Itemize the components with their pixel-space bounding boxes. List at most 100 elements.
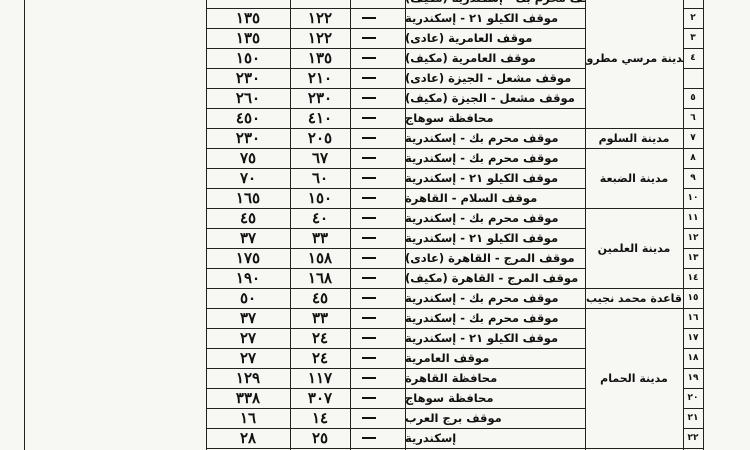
fare-cell: ١٥٠ — [235, 49, 261, 67]
fare-cell: ١٢٩ — [235, 369, 261, 387]
row-number: ٥ — [690, 93, 696, 103]
row-line — [683, 268, 703, 269]
fare-cell: ٣٣ — [311, 229, 329, 247]
row-line — [206, 88, 585, 89]
row-line — [206, 108, 585, 109]
group-line — [585, 288, 683, 289]
row-number: ٨ — [690, 153, 696, 163]
fare-cell: ١١٧ — [307, 369, 333, 387]
dash — [362, 57, 376, 59]
row-line — [683, 168, 703, 169]
fare-cell: ٢٣٠ — [235, 129, 261, 147]
group-line — [585, 148, 683, 149]
row-line — [683, 388, 703, 389]
row-line — [683, 88, 703, 89]
column-line — [24, 0, 25, 450]
fare-cell: ٢٣٠ — [235, 69, 261, 87]
row-line — [206, 428, 585, 429]
station-cell: موقف العامرية — [405, 351, 490, 365]
row-line — [206, 388, 585, 389]
row-line — [206, 8, 585, 9]
dash — [362, 17, 376, 19]
row-line — [206, 348, 585, 349]
station-cell: موقف محرم بك - إسكندرية (مكيف) — [405, 0, 585, 8]
fare-cell: ٢٧ — [239, 329, 257, 347]
dash — [362, 357, 376, 359]
station-cell: موقف المرج - القاهرة (مكيف) — [405, 271, 579, 285]
dash — [362, 237, 376, 239]
city-cell: قاعدة محمد نجيب — [586, 291, 683, 305]
fare-cell: ٣٣٨ — [235, 389, 261, 407]
station-cell: موقف محرم بك - إسكندرية — [405, 151, 559, 165]
row-number: ٢١ — [687, 413, 699, 423]
row-number: ١٧ — [687, 333, 699, 343]
row-line — [683, 228, 703, 229]
dash — [362, 317, 376, 319]
city-cell: مدينة الحمام — [600, 371, 668, 385]
station-cell: موقف الكيلو ٢١ - إسكندرية — [405, 11, 559, 25]
fare-cell: ٦٧ — [311, 149, 329, 167]
row-number: ١٦ — [687, 313, 699, 323]
fare-cell: ١٦ — [239, 409, 257, 427]
fare-cell: ٧٠ — [239, 169, 257, 187]
row-number: ١٩ — [687, 373, 699, 383]
row-number: ١١ — [687, 213, 699, 223]
row-line — [683, 108, 703, 109]
fare-cell: ٣٣ — [311, 309, 329, 327]
row-number: ١٢ — [687, 233, 699, 243]
row-line — [206, 28, 585, 29]
station-cell: موقف السلام - القاهرة — [405, 191, 538, 205]
row-line — [206, 148, 585, 149]
row-number: ١٥ — [687, 293, 699, 303]
fare-cell: ٤١٠ — [307, 109, 333, 127]
fare-cell: ١٢٢ — [307, 29, 333, 47]
fare-cell: ١٦٨ — [307, 269, 333, 287]
fare-cell: ٢٤ — [311, 329, 329, 347]
fare-cell: ١٦٥ — [235, 189, 261, 207]
row-line — [206, 188, 585, 189]
group-line — [585, 208, 683, 209]
row-line — [683, 288, 703, 289]
fare-cell: ٥٠ — [239, 289, 257, 307]
row-line — [683, 188, 703, 189]
dash — [362, 37, 376, 39]
station-cell: موقف الكيلو ٢١ - إسكندرية — [405, 331, 559, 345]
row-line — [683, 208, 703, 209]
fare-cell: ١٢٢ — [307, 9, 333, 27]
fare-cell: ٢١٠ — [307, 69, 333, 87]
row-number: ٩ — [690, 173, 696, 183]
row-line — [683, 348, 703, 349]
fare-cell: ١٣٥ — [307, 49, 333, 67]
fare-cell: ٦٠ — [311, 169, 329, 187]
fare-cell: ٣٧ — [239, 229, 257, 247]
row-line — [683, 448, 703, 449]
row-line — [206, 408, 585, 409]
fare-cell: ١٤ — [311, 409, 329, 427]
row-number: ١٨ — [687, 353, 699, 363]
row-line — [206, 308, 585, 309]
dash — [362, 197, 376, 199]
dash — [362, 177, 376, 179]
dash — [362, 137, 376, 139]
fare-cell: ١٣٥ — [235, 9, 261, 27]
group-line — [585, 448, 683, 449]
dash — [362, 117, 376, 119]
city-cell: مدينة العلمين — [597, 241, 671, 255]
fare-cell: ١٩٠ — [235, 269, 261, 287]
station-cell: إسكندرية — [405, 431, 457, 445]
column-line — [290, 0, 291, 450]
station-cell: محافظة سوهاج — [405, 111, 494, 125]
row-line — [206, 168, 585, 169]
row-number: ٤ — [690, 53, 696, 63]
row-line — [206, 248, 585, 249]
fare-cell: ١٥٨ — [307, 249, 333, 267]
row-line — [683, 428, 703, 429]
row-line — [683, 8, 703, 9]
fare-cell: ١٧٥ — [235, 249, 261, 267]
fare-cell: ١٣٥ — [235, 29, 261, 47]
city-cell: مدينة السلوم — [598, 131, 670, 145]
row-line — [206, 288, 585, 289]
column-line — [683, 0, 684, 450]
